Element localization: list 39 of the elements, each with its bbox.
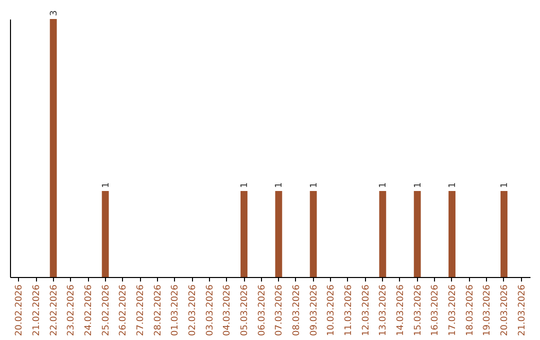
x-tick-label: 22.02.2026 — [49, 284, 60, 336]
x-tick-label: 18.03.2026 — [465, 284, 476, 336]
x-tick-label: 21.02.2026 — [32, 284, 42, 336]
data-label: 1 — [448, 182, 458, 188]
x-tick-label: 19.03.2026 — [482, 284, 493, 336]
x-tick-label: 28.02.2026 — [153, 284, 164, 336]
x-tick-label: 07.03.2026 — [274, 284, 285, 336]
data-label: 1 — [378, 182, 389, 188]
x-tick-label: 14.03.2026 — [396, 284, 406, 336]
x-tick-label: 10.03.2026 — [326, 284, 337, 336]
x-tick-label: 08.03.2026 — [292, 284, 302, 336]
x-tick-label: 12.03.2026 — [361, 284, 372, 336]
x-tick-label: 16.03.2026 — [430, 284, 441, 336]
data-label: 3 — [49, 10, 60, 16]
x-tick-label: 02.03.2026 — [188, 284, 198, 336]
x-tick-label: 11.03.2026 — [344, 284, 354, 336]
x-tick-label: 24.02.2026 — [84, 284, 94, 336]
x-tick-label: 06.03.2026 — [257, 284, 268, 336]
data-label: 1 — [500, 182, 510, 188]
x-tick-label: 20.02.2026 — [14, 284, 25, 336]
x-tick-label: 20.03.2026 — [500, 284, 510, 336]
x-tick-label: 27.02.2026 — [136, 284, 146, 336]
x-tick-label: 01.03.2026 — [170, 284, 181, 336]
x-tick-label: 15.03.2026 — [413, 284, 424, 336]
x-tick-label: 17.03.2026 — [448, 284, 458, 336]
x-tick-label: 25.02.2026 — [101, 284, 112, 336]
data-label: 1 — [413, 182, 424, 188]
x-tick-label: 04.03.2026 — [222, 284, 233, 336]
x-tick-label: 23.02.2026 — [66, 284, 77, 336]
x-tick-label: 05.03.2026 — [240, 284, 250, 336]
x-tick-label: 09.03.2026 — [309, 284, 320, 336]
x-tick-label: 26.02.2026 — [118, 284, 129, 336]
data-label: 1 — [309, 182, 320, 188]
x-tick-label: 03.03.2026 — [205, 284, 216, 336]
data-label: 1 — [101, 182, 112, 188]
x-tick-label: 21.03.2026 — [517, 284, 528, 336]
data-label: 1 — [240, 182, 250, 188]
data-label: 1 — [274, 182, 285, 188]
x-tick-label: 13.03.2026 — [378, 284, 389, 336]
